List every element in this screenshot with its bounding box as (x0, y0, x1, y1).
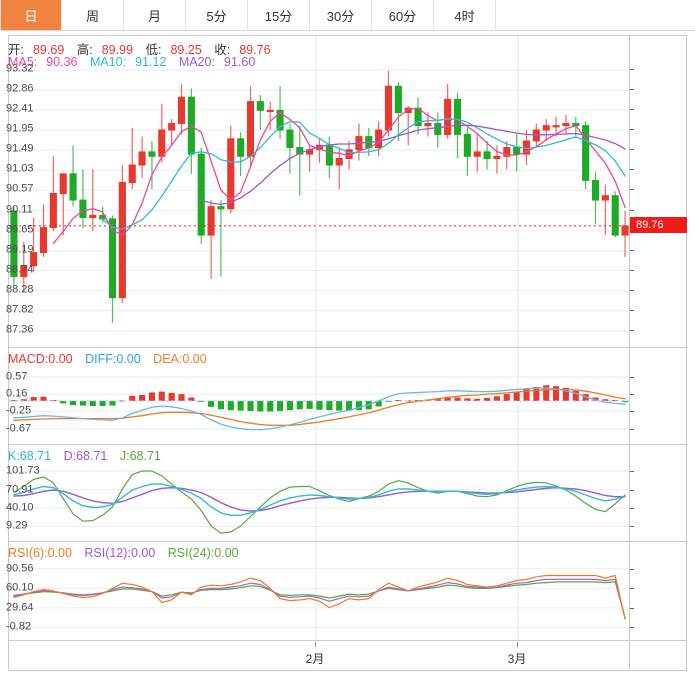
price-chart-panel[interactable] (8, 35, 687, 348)
last-price-badge: 89.76 (630, 216, 687, 233)
x-axis-tick-mark (315, 642, 316, 647)
tab-15min[interactable]: 15分 (248, 0, 310, 30)
tab-month[interactable]: 月 (124, 0, 186, 30)
tab-30min[interactable]: 30分 (310, 0, 372, 30)
y-axis-tick-mark (630, 429, 634, 431)
y-axis-tick: 9.29 (6, 519, 28, 532)
macd-panel[interactable] (8, 348, 687, 445)
y-axis-tick: 87.82 (6, 303, 34, 316)
x-axis-tick-label: 3月 (507, 652, 527, 666)
y-axis-tick-mark (630, 129, 634, 131)
y-axis-tick: 29.64 (6, 601, 34, 614)
y-axis-tick-mark (630, 108, 634, 110)
y-axis-tick: 60.10 (6, 581, 34, 594)
price-plot (9, 36, 630, 347)
y-axis-tick: 93.32 (6, 62, 34, 75)
y-axis-tick: -0.25 (6, 404, 32, 417)
tab-15min-label: 15分 (264, 8, 293, 24)
y-axis-tick-mark (630, 607, 634, 609)
tabbar-filler (496, 0, 695, 30)
tab-week-label: 周 (85, 8, 99, 24)
y-axis-tick-mark (630, 568, 634, 570)
y-axis-tick-mark (630, 588, 634, 590)
y-axis-tick: 0.16 (6, 387, 28, 400)
y-axis-tick: 92.41 (6, 102, 34, 115)
rsi-panel[interactable] (8, 542, 687, 641)
macd-plot (9, 348, 630, 444)
kdj-plot (9, 445, 630, 541)
y-axis-tick: 90.56 (6, 562, 34, 575)
y-axis-tick: 91.03 (6, 162, 34, 175)
kdj-panel[interactable] (8, 445, 687, 542)
y-axis-tick: 91.95 (6, 122, 34, 135)
tab-5min[interactable]: 5分 (186, 0, 248, 30)
x-axis-tick-label: 2月 (305, 652, 325, 666)
y-axis-tick-mark (630, 411, 634, 413)
tab-4hour[interactable]: 4时 (434, 0, 496, 30)
y-axis-tick-mark (630, 471, 634, 473)
y-axis-tick: 91.49 (6, 142, 34, 155)
y-axis-tick-mark (630, 289, 634, 291)
y-axis-tick: 87.36 (6, 323, 34, 336)
y-axis-tick-mark (630, 508, 634, 510)
y-axis-tick: 92.86 (6, 82, 34, 95)
y-axis-tick: 90.57 (6, 182, 34, 195)
y-axis-separator (629, 35, 630, 671)
y-axis-tick-mark (630, 309, 634, 311)
y-axis-tick: -0.82 (6, 620, 32, 633)
tab-60min-label: 60分 (388, 8, 417, 24)
y-axis-tick-mark (630, 329, 634, 331)
period-tabbar: 日 周 月 5分 15分 30分 60分 4时 (0, 0, 695, 31)
y-axis-tick: 89.19 (6, 243, 34, 256)
y-axis-tick-mark (630, 526, 634, 528)
y-axis-tick: 70.91 (6, 483, 34, 496)
y-axis-tick-mark (630, 376, 634, 378)
y-axis-tick-mark (630, 189, 634, 191)
tab-4hour-label: 4时 (454, 8, 475, 24)
y-axis-tick-mark (630, 249, 634, 251)
y-axis-tick: 88.74 (6, 263, 34, 276)
tab-5min-label: 5分 (206, 8, 227, 24)
y-axis-tick: 0.57 (6, 370, 28, 383)
rsi-plot (9, 542, 630, 640)
tab-day[interactable]: 日 (0, 0, 62, 30)
y-axis-tick: 89.65 (6, 223, 34, 236)
tab-30min-label: 30分 (326, 8, 355, 24)
y-axis-tick: 40.10 (6, 501, 34, 514)
y-axis-tick-mark (630, 149, 634, 151)
y-axis-tick-mark (630, 489, 634, 491)
y-axis-tick: 88.28 (6, 283, 34, 296)
y-axis-tick-mark (630, 627, 634, 629)
y-axis-tick-mark (630, 169, 634, 171)
tab-week[interactable]: 周 (62, 0, 124, 30)
x-axis-tick-mark (517, 642, 518, 647)
y-axis-tick: 101.73 (6, 464, 40, 477)
tab-day-label: 日 (24, 8, 38, 24)
y-axis-tick-mark (630, 209, 634, 211)
x-axis-panel (8, 641, 687, 671)
y-axis-tick-mark (630, 394, 634, 396)
y-axis-tick-mark (630, 69, 634, 71)
y-axis-tick-mark (630, 269, 634, 271)
y-axis-tick-mark (630, 89, 634, 91)
tab-60min[interactable]: 60分 (372, 0, 434, 30)
tab-month-label: 月 (147, 8, 161, 24)
y-axis-tick: 90.11 (6, 203, 33, 216)
y-axis-tick: -0.67 (6, 422, 32, 435)
